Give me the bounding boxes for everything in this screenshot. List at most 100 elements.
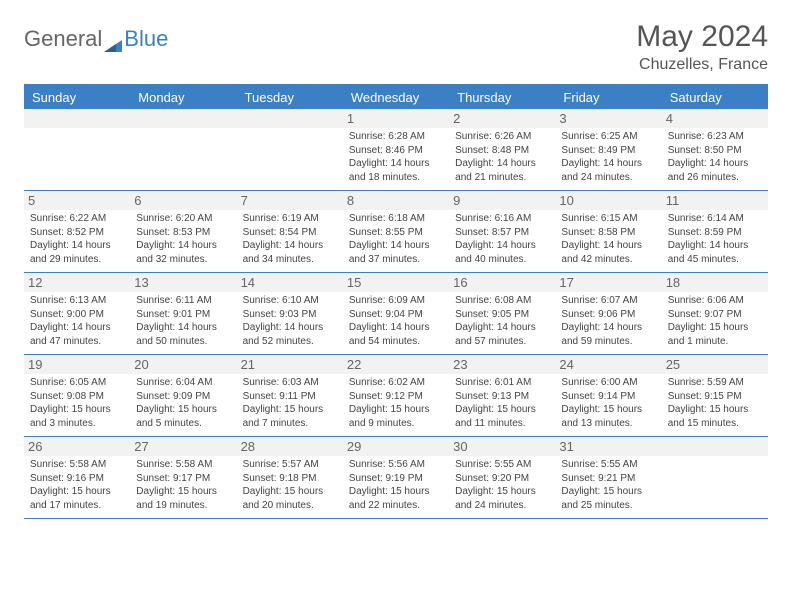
daylight-text: Daylight: 14 hours and 57 minutes.	[455, 321, 549, 348]
sunset-text: Sunset: 9:13 PM	[455, 390, 549, 404]
day-cell: 25 Sunrise: 5:59 AMSunset: 9:15 PMDayligh…	[662, 355, 768, 436]
daylight-text: Daylight: 15 hours and 9 minutes.	[349, 403, 443, 430]
day-number: 8	[343, 191, 449, 210]
sunset-text: Sunset: 9:08 PM	[30, 390, 124, 404]
sun-info: Sunrise: 5:57 AMSunset: 9:18 PMDaylight:…	[243, 458, 337, 512]
week-row: 19Sunrise: 6:05 AMSunset: 9:08 PMDayligh…	[24, 355, 768, 437]
day-number: 21	[237, 355, 343, 374]
sun-info: Sunrise: 6:19 AMSunset: 8:54 PMDaylight:…	[243, 212, 337, 266]
daylight-text: Daylight: 15 hours and 1 minute.	[668, 321, 762, 348]
sun-info: Sunrise: 5:55 AMSunset: 9:21 PMDaylight:…	[561, 458, 655, 512]
day-cell: 21 Sunrise: 6:03 AMSunset: 9:11 PMDayligh…	[237, 355, 343, 436]
daylight-text: Daylight: 14 hours and 32 minutes.	[136, 239, 230, 266]
sunrise-text: Sunrise: 6:19 AM	[243, 212, 337, 226]
sunset-text: Sunset: 9:21 PM	[561, 472, 655, 486]
brand-part1: General	[24, 26, 102, 52]
day-cell: 17Sunrise: 6:07 AMSunset: 9:06 PMDayligh…	[555, 273, 661, 354]
sun-info: Sunrise: 6:02 AMSunset: 9:12 PMDaylight:…	[349, 376, 443, 430]
week-row: 26Sunrise: 5:58 AMSunset: 9:16 PMDayligh…	[24, 437, 768, 519]
day-number: 20	[130, 355, 236, 374]
daylight-text: Daylight: 14 hours and 54 minutes.	[349, 321, 443, 348]
day-cell	[130, 109, 236, 190]
day-cell: 15Sunrise: 6:09 AMSunset: 9:04 PMDayligh…	[343, 273, 449, 354]
daylight-text: Daylight: 14 hours and 26 minutes.	[668, 157, 762, 184]
sunrise-text: Sunrise: 6:22 AM	[30, 212, 124, 226]
sunrise-text: Sunrise: 6:23 AM	[668, 130, 762, 144]
day-number-empty	[130, 109, 236, 128]
day-header-cell: Monday	[130, 86, 236, 109]
sun-info: Sunrise: 6:11 AMSunset: 9:01 PMDaylight:…	[136, 294, 230, 348]
day-number: 23	[449, 355, 555, 374]
brand-part2: Blue	[124, 26, 168, 52]
sun-info: Sunrise: 6:23 AMSunset: 8:50 PMDaylight:…	[668, 130, 762, 184]
day-number: 29	[343, 437, 449, 456]
day-cell: 10Sunrise: 6:15 AMSunset: 8:58 PMDayligh…	[555, 191, 661, 272]
day-cell: 11Sunrise: 6:14 AMSunset: 8:59 PMDayligh…	[662, 191, 768, 272]
daylight-text: Daylight: 15 hours and 19 minutes.	[136, 485, 230, 512]
sunset-text: Sunset: 9:15 PM	[668, 390, 762, 404]
day-number-empty	[662, 437, 768, 456]
sun-info: Sunrise: 6:26 AMSunset: 8:48 PMDaylight:…	[455, 130, 549, 184]
day-number: 24	[555, 355, 661, 374]
sun-info: Sunrise: 6:20 AMSunset: 8:53 PMDaylight:…	[136, 212, 230, 266]
sun-info: Sunrise: 6:13 AMSunset: 9:00 PMDaylight:…	[30, 294, 124, 348]
sun-info: Sunrise: 6:05 AMSunset: 9:08 PMDaylight:…	[30, 376, 124, 430]
daylight-text: Daylight: 14 hours and 34 minutes.	[243, 239, 337, 266]
sunrise-text: Sunrise: 5:55 AM	[561, 458, 655, 472]
daylight-text: Daylight: 15 hours and 15 minutes.	[668, 403, 762, 430]
sun-info: Sunrise: 5:55 AMSunset: 9:20 PMDaylight:…	[455, 458, 549, 512]
day-number: 25	[662, 355, 768, 374]
sun-info: Sunrise: 6:14 AMSunset: 8:59 PMDaylight:…	[668, 212, 762, 266]
sunrise-text: Sunrise: 6:28 AM	[349, 130, 443, 144]
day-number: 3	[555, 109, 661, 128]
sunset-text: Sunset: 9:20 PM	[455, 472, 549, 486]
day-number: 4	[662, 109, 768, 128]
sun-info: Sunrise: 6:25 AMSunset: 8:49 PMDaylight:…	[561, 130, 655, 184]
day-number: 26	[24, 437, 130, 456]
daylight-text: Daylight: 15 hours and 25 minutes.	[561, 485, 655, 512]
sun-info: Sunrise: 6:03 AMSunset: 9:11 PMDaylight:…	[243, 376, 337, 430]
sunrise-text: Sunrise: 6:20 AM	[136, 212, 230, 226]
day-number: 1	[343, 109, 449, 128]
sunset-text: Sunset: 9:00 PM	[30, 308, 124, 322]
sunrise-text: Sunrise: 6:16 AM	[455, 212, 549, 226]
page-header: General Blue May 2024 Chuzelles, France	[24, 20, 768, 80]
sunrise-text: Sunrise: 6:14 AM	[668, 212, 762, 226]
sunrise-text: Sunrise: 5:59 AM	[668, 376, 762, 390]
sunset-text: Sunset: 9:01 PM	[136, 308, 230, 322]
day-number: 7	[237, 191, 343, 210]
day-header-cell: Tuesday	[237, 86, 343, 109]
day-number-empty	[24, 109, 130, 128]
day-cell: 3 Sunrise: 6:25 AMSunset: 8:49 PMDaylight…	[555, 109, 661, 190]
day-number: 18	[662, 273, 768, 292]
day-header-row: SundayMondayTuesdayWednesdayThursdayFrid…	[24, 86, 768, 109]
sunrise-text: Sunrise: 5:57 AM	[243, 458, 337, 472]
sunrise-text: Sunrise: 6:07 AM	[561, 294, 655, 308]
daylight-text: Daylight: 14 hours and 18 minutes.	[349, 157, 443, 184]
day-cell	[237, 109, 343, 190]
daylight-text: Daylight: 14 hours and 40 minutes.	[455, 239, 549, 266]
sunset-text: Sunset: 9:05 PM	[455, 308, 549, 322]
daylight-text: Daylight: 14 hours and 24 minutes.	[561, 157, 655, 184]
day-cell: 14Sunrise: 6:10 AMSunset: 9:03 PMDayligh…	[237, 273, 343, 354]
day-cell: 29Sunrise: 5:56 AMSunset: 9:19 PMDayligh…	[343, 437, 449, 518]
day-cell: 22Sunrise: 6:02 AMSunset: 9:12 PMDayligh…	[343, 355, 449, 436]
sunset-text: Sunset: 9:17 PM	[136, 472, 230, 486]
daylight-text: Daylight: 15 hours and 22 minutes.	[349, 485, 443, 512]
day-cell: 28Sunrise: 5:57 AMSunset: 9:18 PMDayligh…	[237, 437, 343, 518]
sun-info: Sunrise: 6:22 AMSunset: 8:52 PMDaylight:…	[30, 212, 124, 266]
day-number: 2	[449, 109, 555, 128]
day-cell: 9Sunrise: 6:16 AMSunset: 8:57 PMDaylight…	[449, 191, 555, 272]
sunset-text: Sunset: 8:54 PM	[243, 226, 337, 240]
day-cell	[662, 437, 768, 518]
day-cell: 19Sunrise: 6:05 AMSunset: 9:08 PMDayligh…	[24, 355, 130, 436]
sunrise-text: Sunrise: 6:26 AM	[455, 130, 549, 144]
sunrise-text: Sunrise: 5:58 AM	[30, 458, 124, 472]
day-number: 13	[130, 273, 236, 292]
sunset-text: Sunset: 9:18 PM	[243, 472, 337, 486]
day-header-cell: Wednesday	[343, 86, 449, 109]
sun-info: Sunrise: 6:04 AMSunset: 9:09 PMDaylight:…	[136, 376, 230, 430]
sunset-text: Sunset: 9:12 PM	[349, 390, 443, 404]
logo-triangle-icon	[104, 32, 122, 46]
day-cell: 13 Sunrise: 6:11 AMSunset: 9:01 PMDayligh…	[130, 273, 236, 354]
